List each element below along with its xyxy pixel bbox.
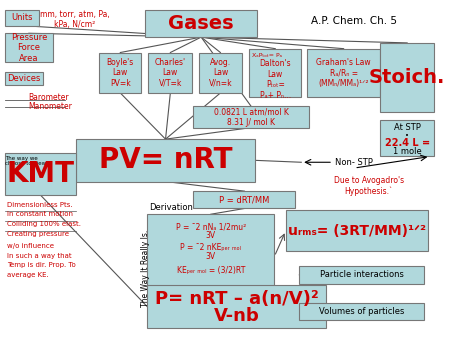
Text: Temp is dir. Prop. To: Temp is dir. Prop. To — [7, 262, 76, 268]
Text: In such a way that: In such a way that — [7, 253, 71, 259]
Text: Due to Avogadro's
Hypothesis.`: Due to Avogadro's Hypothesis.` — [333, 176, 404, 196]
Text: •: • — [405, 133, 409, 139]
FancyBboxPatch shape — [380, 43, 434, 112]
Text: KMT: KMT — [6, 160, 74, 188]
FancyBboxPatch shape — [194, 106, 309, 128]
FancyBboxPatch shape — [199, 52, 242, 93]
Text: The way we
choose to view it: The way we choose to view it — [5, 155, 51, 166]
FancyBboxPatch shape — [194, 191, 296, 209]
Text: Barometer: Barometer — [28, 93, 68, 102]
Text: Pressure
Force
Area: Pressure Force Area — [11, 33, 47, 63]
Text: Devices: Devices — [7, 74, 40, 83]
Text: mm, torr, atm, Pa,
kPa, N/cm²: mm, torr, atm, Pa, kPa, N/cm² — [40, 10, 110, 29]
FancyBboxPatch shape — [5, 153, 76, 195]
Text: Boyle's
Law
PV=k: Boyle's Law PV=k — [107, 58, 134, 88]
Text: PV= nRT: PV= nRT — [99, 146, 232, 174]
Text: Dalton's
Law
Pₜₒₜ=
Pₐ+ Pₙ...: Dalton's Law Pₜₒₜ= Pₐ+ Pₙ... — [260, 59, 291, 100]
Text: Non- STP: Non- STP — [335, 158, 373, 167]
Text: 3V: 3V — [206, 231, 216, 240]
FancyBboxPatch shape — [76, 139, 255, 182]
Text: Units: Units — [11, 14, 33, 22]
FancyBboxPatch shape — [147, 214, 274, 291]
Text: 1 mole: 1 mole — [393, 147, 422, 156]
Text: Stoich.: Stoich. — [369, 68, 446, 87]
Text: Manometer: Manometer — [28, 102, 72, 111]
FancyBboxPatch shape — [380, 120, 434, 156]
FancyBboxPatch shape — [147, 286, 326, 328]
FancyBboxPatch shape — [299, 266, 424, 284]
Text: Avog.
Law
V/n=k: Avog. Law V/n=k — [209, 58, 232, 88]
Text: At STP: At STP — [394, 123, 421, 132]
FancyBboxPatch shape — [99, 52, 141, 93]
FancyBboxPatch shape — [5, 33, 53, 62]
Text: 0.0821 L atm/mol K
8.31 J/ mol K: 0.0821 L atm/mol K 8.31 J/ mol K — [214, 107, 288, 127]
FancyBboxPatch shape — [5, 72, 43, 85]
Text: P = ¯2 nNₐ 1/2mu²: P = ¯2 nNₐ 1/2mu² — [176, 222, 246, 231]
Text: Creating pressure: Creating pressure — [7, 231, 69, 237]
Text: 3V: 3V — [206, 252, 216, 261]
Text: V-nb: V-nb — [214, 307, 260, 325]
FancyBboxPatch shape — [286, 210, 428, 251]
Text: Particle interactions: Particle interactions — [320, 270, 404, 280]
Text: Dimensionless Pts.: Dimensionless Pts. — [7, 202, 72, 208]
Text: A.P. Chem. Ch. 5: A.P. Chem. Ch. 5 — [311, 16, 397, 26]
FancyBboxPatch shape — [299, 303, 424, 320]
Text: Volumes of particles: Volumes of particles — [319, 307, 405, 316]
FancyBboxPatch shape — [5, 10, 40, 26]
FancyBboxPatch shape — [145, 10, 257, 37]
Text: w/o influence: w/o influence — [7, 243, 54, 249]
Text: P = dRT/MM: P = dRT/MM — [219, 195, 270, 204]
Text: P = ¯2 nKEₚₑᵣ ₘₒₗ: P = ¯2 nKEₚₑᵣ ₘₒₗ — [180, 243, 241, 252]
Text: XₐPₜₒₜ= Pₐ: XₐPₜₒₜ= Pₐ — [252, 52, 282, 57]
Text: KEₚₑᵣ ₘₒₗ = (3/2)RT: KEₚₑᵣ ₘₒₗ = (3/2)RT — [176, 266, 245, 274]
FancyBboxPatch shape — [307, 49, 380, 97]
Text: Derivation: Derivation — [149, 203, 193, 212]
Text: uᵣₘₛ= (3RT/MM)¹ᐟ²: uᵣₘₛ= (3RT/MM)¹ᐟ² — [288, 224, 426, 238]
Text: In constant motion: In constant motion — [7, 211, 73, 217]
Text: Charles'
Law
V/T=k: Charles' Law V/T=k — [155, 58, 186, 88]
Text: Gases: Gases — [168, 14, 234, 33]
Text: P= nRT – a(n/V)²: P= nRT – a(n/V)² — [155, 290, 319, 308]
FancyBboxPatch shape — [148, 52, 193, 93]
Text: Colliding 100% elast.: Colliding 100% elast. — [7, 221, 81, 227]
FancyBboxPatch shape — [249, 49, 301, 97]
Text: The Way It Really Is.: The Way It Really Is. — [141, 230, 150, 307]
Text: average KE.: average KE. — [7, 272, 49, 278]
Text: 22.4 L =: 22.4 L = — [385, 138, 430, 148]
Text: Graham's Law
Rₐ/Rₙ =
(MMₙ/MMₐ)¹ᐟ²: Graham's Law Rₐ/Rₙ = (MMₙ/MMₐ)¹ᐟ² — [316, 58, 371, 88]
